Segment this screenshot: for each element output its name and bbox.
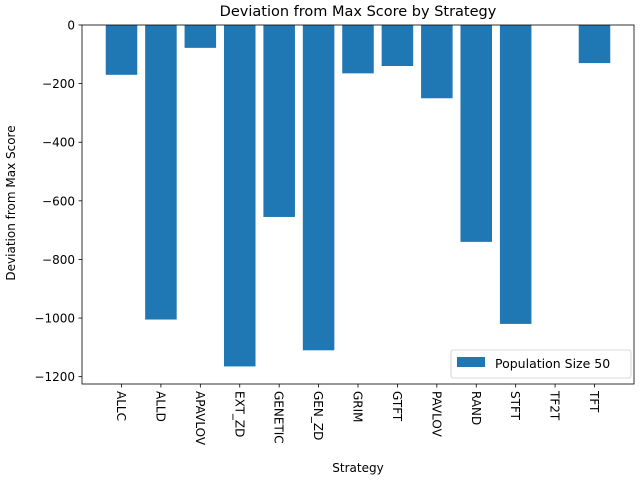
y-tick-label: −600 xyxy=(42,194,75,208)
chart-title: Deviation from Max Score by Strategy xyxy=(220,4,497,20)
y-tick-label: 0 xyxy=(67,19,75,33)
y-tick-label: −1200 xyxy=(34,370,75,384)
x-tick-label: GRIM xyxy=(351,391,365,423)
bar-alld xyxy=(145,25,177,320)
bar-allc xyxy=(105,25,138,75)
bar-ext-zd xyxy=(223,25,256,367)
bar-rand xyxy=(460,25,493,242)
x-tick-label: APAVLOV xyxy=(193,391,207,446)
bar-gen-zd xyxy=(302,25,335,351)
bar-gtft xyxy=(381,25,414,67)
y-tick-label: −200 xyxy=(42,77,75,91)
bar-tft xyxy=(578,25,611,64)
x-tick-label: GENETIC xyxy=(272,391,286,444)
x-tick-label: ALLC xyxy=(114,391,128,421)
x-tick-label: RAND xyxy=(469,391,483,425)
x-axis-ticks: ALLC ALLD APAVLOV EXT_ZD GENETIC GEN_ZD GRIM GT… xyxy=(114,384,601,446)
bar-genetic xyxy=(263,25,295,217)
y-axis-ticks: 0 −200 −400 −600 −800 −1000 −1200 xyxy=(34,19,82,384)
x-tick-label: PAVLOV xyxy=(429,391,443,438)
x-tick-label: TFT xyxy=(587,390,601,413)
bar-stft xyxy=(499,25,532,324)
bars-group xyxy=(105,25,611,367)
bar-pavlov xyxy=(421,25,453,99)
x-tick-label: GTFT xyxy=(390,391,404,422)
legend-label: Population Size 50 xyxy=(495,356,610,371)
legend-box xyxy=(450,349,632,379)
x-tick-label: ALLD xyxy=(153,391,167,422)
bar-grim xyxy=(342,25,374,74)
x-tick-label: TF2T xyxy=(548,390,562,421)
x-tick-label: GEN_ZD xyxy=(311,391,325,440)
x-tick-label: EXT_ZD xyxy=(232,391,246,437)
y-tick-label: −800 xyxy=(42,253,75,267)
y-tick-label: −400 xyxy=(42,136,75,150)
x-axis-label: Strategy xyxy=(332,461,383,475)
y-tick-label: −1000 xyxy=(34,312,75,326)
legend: Population Size 50 xyxy=(450,349,632,379)
y-axis-label: Deviation from Max Score xyxy=(4,125,18,280)
x-tick-label: STFT xyxy=(508,391,522,421)
legend-swatch xyxy=(457,357,485,367)
bar-apavlov xyxy=(184,25,217,48)
